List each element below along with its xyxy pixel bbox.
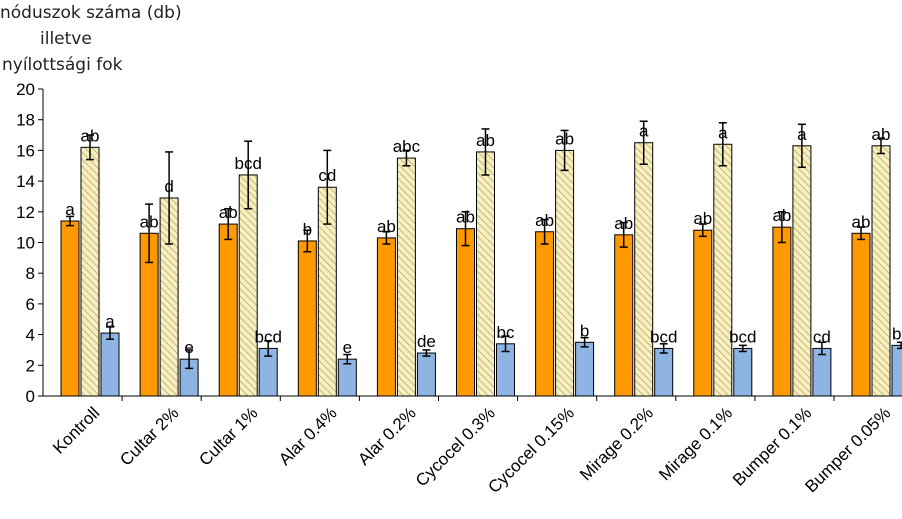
bar	[575, 341, 595, 397]
y-tick-label: 2	[26, 356, 35, 375]
y-tick-label: 10	[16, 234, 35, 253]
x-category-label: Kontroll	[49, 403, 103, 457]
bar	[100, 332, 120, 397]
y-tick-label: 12	[16, 203, 35, 222]
y-axis-title: nóduszok száma (db) illetve nyílottsági …	[0, 0, 240, 78]
significance-label: ab	[535, 211, 554, 230]
y-tick-label: 16	[16, 141, 35, 160]
significance-label: ab	[219, 203, 238, 222]
bar	[614, 234, 634, 397]
bar	[476, 151, 495, 397]
significance-label: b	[303, 220, 312, 239]
y-tick-label: 14	[16, 172, 35, 191]
bar	[555, 149, 575, 397]
bar	[337, 358, 357, 397]
significance-label: cd	[813, 327, 831, 346]
significance-label: bcd	[650, 327, 677, 346]
x-category-label: Cultar 2%	[116, 403, 182, 469]
significance-label: ab	[772, 206, 791, 225]
bar	[535, 231, 555, 397]
significance-label: ab	[456, 208, 475, 227]
x-category-label: Cycocel 0.3%	[412, 403, 499, 490]
y-tick-label: 8	[26, 264, 35, 283]
significance-label: a	[105, 312, 115, 331]
significance-label: a	[639, 122, 649, 141]
significance-label: de	[417, 332, 436, 351]
significance-label: b	[580, 321, 589, 340]
bar	[851, 232, 871, 397]
significance-label: a	[718, 123, 728, 142]
bar	[792, 145, 812, 397]
bar	[634, 142, 654, 397]
significance-label: ab	[81, 126, 100, 145]
significance-label: bcd	[254, 327, 281, 346]
bar	[396, 157, 416, 397]
significance-label: bcd	[729, 327, 756, 346]
y-tick-label: 6	[26, 295, 35, 314]
x-category-label: Mirage 0.2%	[576, 403, 657, 484]
bar	[60, 220, 80, 397]
x-category-label: Cultar 1%	[195, 403, 261, 469]
bar	[376, 237, 396, 397]
significance-label: ab	[140, 212, 159, 231]
significance-label: ab	[476, 131, 495, 150]
bar	[80, 146, 100, 397]
y-tick-label: 0	[26, 387, 35, 406]
significance-label: d	[164, 177, 173, 196]
bar	[871, 145, 891, 397]
x-category-label: Alar 0.2%	[354, 403, 420, 469]
significance-label: abc	[393, 137, 421, 156]
significance-label: ab	[693, 209, 712, 228]
y-title-line-1: nóduszok száma (db)	[0, 3, 182, 23]
y-tick-label: 18	[16, 111, 35, 130]
bar	[297, 240, 317, 397]
y-title-line-3: nyílottsági fok	[2, 55, 123, 75]
x-category-label: Mirage 0.1%	[655, 403, 736, 484]
bar	[772, 226, 792, 397]
y-tick-label: 20	[16, 80, 35, 99]
bar	[218, 223, 238, 397]
significance-label: a	[797, 125, 807, 144]
plot-area: 02468101214161820aabaKontrollabdeCultar …	[16, 80, 902, 497]
y-title-line-2: illetve	[40, 29, 92, 49]
x-category-label: Bumper 0.1%	[729, 403, 815, 489]
significance-label: ab	[377, 217, 396, 236]
significance-label: cd	[318, 166, 336, 185]
bar	[891, 344, 902, 397]
bar	[416, 352, 436, 397]
significance-label: ab	[872, 125, 891, 144]
significance-label: bcd	[234, 154, 261, 173]
y-tick-label: 4	[26, 326, 35, 345]
significance-label: ab	[852, 212, 871, 231]
x-category-label: Cycocel 0.15%	[484, 403, 578, 497]
significance-label: ab	[555, 129, 574, 148]
bar	[733, 347, 753, 397]
bar	[456, 228, 475, 397]
significance-label: e	[343, 338, 352, 357]
bar	[713, 143, 733, 397]
significance-label: bc	[892, 324, 902, 343]
significance-label: ab	[614, 214, 633, 233]
bar	[812, 347, 832, 397]
significance-label: e	[184, 338, 193, 357]
x-category-label: Alar 0.4%	[275, 403, 341, 469]
significance-label: bc	[497, 323, 515, 342]
bar	[654, 347, 674, 397]
bar	[693, 229, 713, 397]
x-category-label: Bumper 0.05%	[801, 403, 894, 496]
significance-label: a	[65, 200, 75, 219]
